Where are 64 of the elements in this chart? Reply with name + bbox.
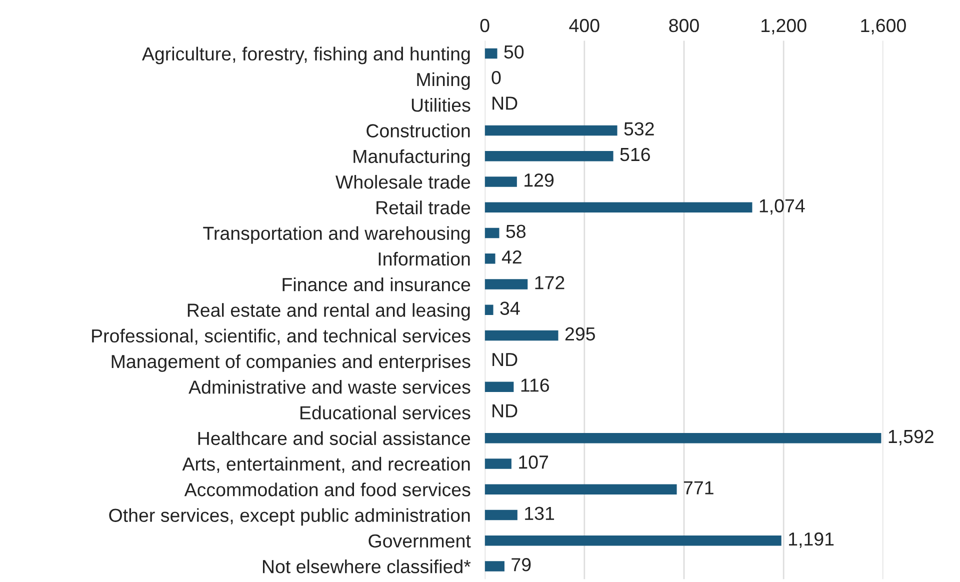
y-tick-label: Arts, entertainment, and recreation — [182, 456, 470, 473]
y-tick-label: Transportation and warehousing — [203, 226, 470, 244]
bar — [484, 48, 498, 59]
data-label: 107 — [519, 455, 548, 469]
y-tick-label: Government — [368, 534, 471, 548]
bar — [484, 330, 558, 341]
data-label: 79 — [512, 558, 531, 572]
x-tick-label: 1,600 — [861, 18, 906, 34]
data-label: 1,191 — [789, 532, 834, 548]
bar — [484, 536, 782, 546]
bar — [484, 279, 528, 290]
bar — [484, 510, 518, 520]
y-tick-label: Mining — [417, 72, 470, 90]
y-tick-label: Professional, scientific, and technical services — [92, 328, 470, 345]
data-label: 129 — [524, 173, 554, 187]
y-tick-label: Healthcare and social assistance — [198, 431, 470, 446]
x-tick-label: 400 — [569, 18, 600, 32]
data-label: 116 — [521, 378, 549, 392]
data-label: 42 — [502, 250, 522, 264]
data-label: 532 — [624, 122, 654, 136]
data-label: 1,592 — [888, 430, 934, 446]
bar — [484, 561, 504, 572]
bar — [484, 228, 500, 238]
bar — [484, 254, 496, 264]
text: ND — [492, 404, 518, 418]
x-tick-label: 0 — [480, 18, 490, 32]
y-tick-label: Agriculture, forestry, fishing and hunting — [142, 46, 470, 64]
y-tick-label: Retail trade — [376, 200, 470, 214]
y-tick-label: Construction — [366, 124, 470, 138]
data-label: 516 — [620, 148, 650, 162]
y-tick-label: Management of companies and enterprises — [112, 354, 470, 372]
bar — [484, 382, 514, 392]
data-label: 295 — [565, 327, 595, 341]
data-label: 1,074 — [760, 199, 805, 215]
data-label: 172 — [535, 276, 564, 290]
data-label: 34 — [500, 302, 520, 315]
data-label: 50 — [504, 45, 524, 59]
data-label: 131 — [525, 506, 554, 520]
y-tick-label: Utilities — [412, 98, 470, 112]
bar — [484, 125, 618, 136]
y-tick-label: Information — [378, 252, 470, 266]
bar — [484, 304, 494, 316]
y-tick-label: Not elsewhere classified* — [262, 559, 471, 574]
bar — [484, 202, 752, 212]
y-tick-label: Educational services — [300, 406, 470, 420]
bar — [484, 150, 614, 162]
data-label: 771 — [684, 481, 714, 494]
bar — [484, 176, 517, 187]
x-tick-label: 1,200 — [762, 18, 806, 34]
data-label: 58 — [506, 224, 526, 238]
text: ND — [492, 353, 518, 366]
y-tick-label: Administrative and waste services — [188, 380, 470, 394]
y-tick-label: Wholesale trade — [336, 174, 470, 189]
bar — [484, 484, 677, 494]
y-tick-label: Manufacturing — [354, 149, 470, 167]
bar — [484, 432, 882, 444]
y-tick-label: Real estate and rental and leasing — [188, 303, 470, 321]
y-tick-label: Accommodation and food services — [184, 482, 470, 496]
y-tick-label: Finance and insurance — [282, 277, 470, 292]
text: ND — [492, 96, 518, 110]
data-label: 0 — [492, 70, 501, 84]
bar — [484, 458, 512, 469]
x-tick-label: 800 — [669, 18, 699, 32]
y-tick-label: Other services, except public administration — [109, 508, 470, 526]
